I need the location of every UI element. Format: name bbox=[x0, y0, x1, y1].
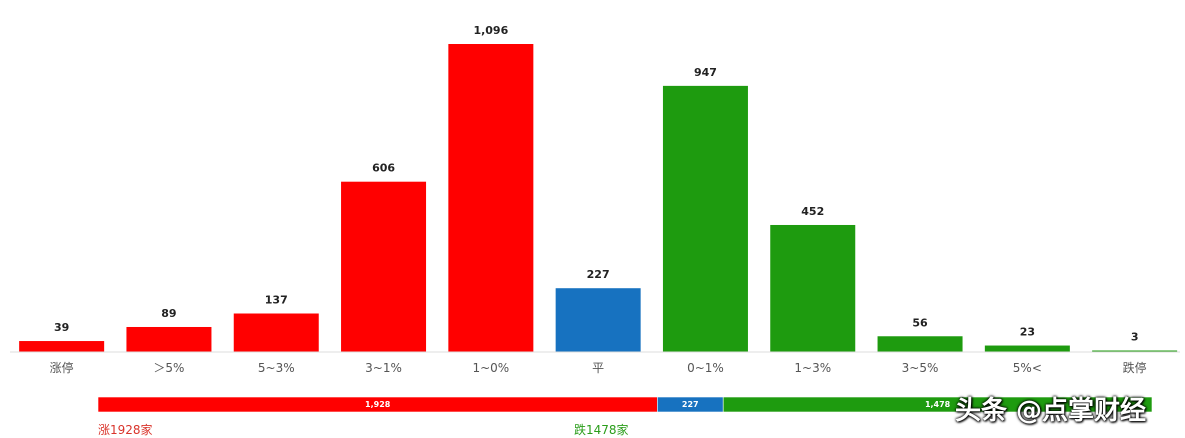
category-label: 涨停 bbox=[50, 360, 74, 375]
category-label: 5%< bbox=[1013, 361, 1042, 375]
bar-value-label: 1,096 bbox=[473, 24, 508, 37]
summary-segment-label: 1,928 bbox=[365, 400, 391, 409]
watermark-text: 头条 @点掌财经 bbox=[955, 396, 1147, 426]
legend-up-count: 涨1928家 bbox=[98, 423, 153, 437]
bar-1 bbox=[126, 326, 212, 352]
category-label: 0~1% bbox=[687, 361, 724, 375]
bar-9 bbox=[984, 345, 1070, 352]
summary-bar: 1,928 227 1,478 bbox=[97, 396, 1153, 413]
bar-10 bbox=[1092, 350, 1178, 352]
category-label: 1~3% bbox=[794, 361, 831, 375]
category-label: 3~1% bbox=[365, 361, 402, 375]
bar-6 bbox=[662, 85, 748, 353]
bar-value-label: 23 bbox=[1020, 326, 1035, 339]
bars-group: 39 涨停 89 ＞5% 137 5~3% 606 3~1% 1,096 1~0% 227 平 947 0… bbox=[19, 24, 1178, 375]
bar-value-label: 39 bbox=[54, 321, 69, 334]
bar-7 bbox=[770, 224, 856, 352]
summary-segment-label: 227 bbox=[682, 400, 699, 409]
bar-value-label: 89 bbox=[161, 307, 176, 320]
bar-0 bbox=[19, 341, 105, 352]
bar-value-label: 137 bbox=[265, 294, 288, 307]
bar-value-label: 3 bbox=[1131, 331, 1139, 344]
legend-down-count: 跌1478家 bbox=[574, 423, 629, 437]
category-label: 平 bbox=[592, 361, 604, 375]
category-label: 1~0% bbox=[472, 361, 509, 375]
bar-value-label: 947 bbox=[694, 66, 717, 79]
bar-value-label: 227 bbox=[587, 268, 610, 281]
bar-8 bbox=[877, 336, 963, 352]
category-label: 3~5% bbox=[902, 361, 939, 375]
bar-3 bbox=[341, 181, 427, 352]
category-label: ＞5% bbox=[153, 361, 184, 375]
bar-value-label: 606 bbox=[372, 162, 395, 175]
bar-2 bbox=[233, 313, 319, 352]
bar-4 bbox=[448, 44, 534, 352]
bar-5 bbox=[555, 288, 641, 352]
summary-segment-2 bbox=[722, 396, 1153, 413]
summary-segment-label: 1,478 bbox=[925, 400, 951, 409]
category-label: 5~3% bbox=[258, 361, 295, 375]
bar-value-label: 452 bbox=[801, 205, 824, 218]
bar-value-label: 56 bbox=[912, 316, 928, 329]
category-label: 跌停 bbox=[1123, 360, 1147, 375]
